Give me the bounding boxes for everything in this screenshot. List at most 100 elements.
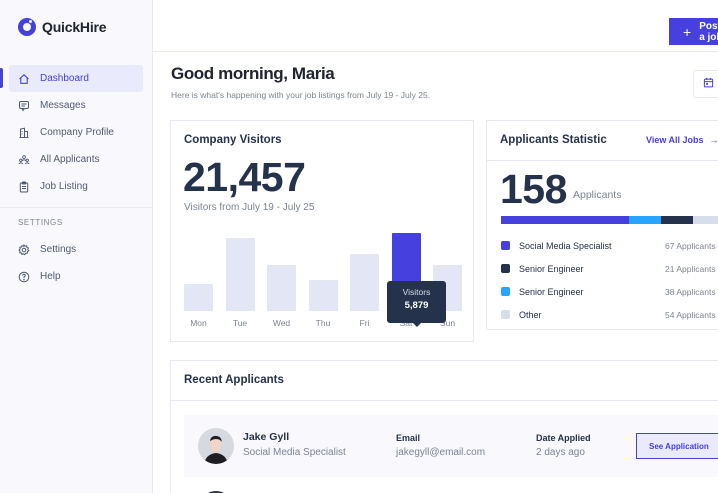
- email-label: Email: [396, 433, 421, 443]
- see-application-button[interactable]: See Application: [636, 433, 718, 459]
- sidebar: QuickHire Dashboard Messages Company Pro…: [0, 0, 153, 493]
- app-name: QuickHire: [42, 19, 107, 35]
- tooltip-value: 5,879: [404, 300, 429, 311]
- recent-applicants-title: Recent Applicants: [184, 374, 284, 386]
- legend-item: Senior Engineer 38 Applicants: [501, 280, 718, 303]
- sidebar-item-label: Job Listing: [40, 181, 88, 192]
- sidebar-nav: Dashboard Messages Company Profile All A…: [0, 65, 152, 290]
- view-all-jobs-label: View All Jobs: [646, 135, 704, 145]
- stack-segment: [629, 216, 661, 224]
- bar-mon[interactable]: Mon: [184, 221, 213, 331]
- recent-applicants-card: Recent Applicants Jake Gyll Social Media…: [170, 360, 718, 493]
- legend-name: Senior Engineer: [519, 286, 584, 297]
- table-row[interactable]: Jake Gyll Social Media Specialist Email …: [184, 415, 718, 477]
- legend-count: 54 Applicants: [665, 309, 716, 320]
- visitors-card-title: Company Visitors: [184, 134, 282, 146]
- bar-rect: [225, 238, 255, 311]
- applicants-card-title: Applicants Statistic: [500, 134, 607, 146]
- bar-label: Tue: [232, 318, 248, 328]
- legend-count: 21 Applicants: [665, 263, 716, 274]
- stack-segment: [693, 216, 718, 224]
- bar-label: Thu: [315, 318, 331, 328]
- sidebar-item-label: Help: [40, 271, 61, 282]
- bar-rect: [350, 254, 379, 311]
- sidebar-item-messages[interactable]: Messages: [9, 92, 143, 119]
- sidebar-item-label: Company Profile: [40, 127, 114, 138]
- legend-count: 67 Applicants: [665, 240, 716, 251]
- chart-tooltip: Visitors 5,879: [387, 281, 446, 327]
- legend-name: Other: [519, 309, 542, 320]
- logo-icon: [18, 18, 36, 36]
- home-icon: [18, 73, 30, 85]
- sidebar-item-all-applicants[interactable]: All Applicants: [9, 146, 143, 173]
- gear-icon: [18, 243, 30, 256]
- help-circle-icon: [18, 271, 30, 283]
- sidebar-divider: [0, 207, 152, 208]
- logo[interactable]: QuickHire: [18, 18, 107, 36]
- legend-name: Social Media Specialist: [519, 240, 612, 251]
- top-bar: [153, 0, 718, 52]
- post-job-label: Post a job: [699, 20, 718, 43]
- legend-swatch: [501, 264, 510, 273]
- bar-fri[interactable]: Fri: [350, 221, 379, 331]
- legend-count: 38 Applicants: [665, 286, 716, 297]
- stack-segment: [501, 216, 629, 224]
- post-job-button[interactable]: + Post a job: [669, 18, 718, 45]
- legend-name: Senior Engineer: [519, 263, 584, 274]
- applicant-email[interactable]: jakegyll@email.com: [396, 447, 486, 458]
- recent-applicants-header: Recent Applicants: [171, 361, 718, 401]
- stack-segment: [661, 216, 693, 224]
- bar-wed[interactable]: Wed: [267, 221, 296, 331]
- sidebar-item-company-profile[interactable]: Company Profile: [9, 119, 143, 146]
- calendar-icon: [703, 75, 714, 93]
- applicants-total: 158: [500, 166, 567, 212]
- sidebar-item-label: Dashboard: [40, 73, 89, 84]
- applicants-statistic-card: Applicants Statistic View All Jobs → 158…: [486, 120, 718, 330]
- applicant-name: Jake Gyll: [243, 431, 290, 443]
- avatar: [198, 428, 234, 464]
- message-icon: [18, 100, 30, 112]
- arrow-right-icon: →: [709, 135, 718, 145]
- sidebar-item-label: All Applicants: [40, 154, 100, 165]
- page-subtitle: Here is what's happening with your job l…: [171, 90, 431, 100]
- plus-icon: +: [683, 23, 692, 40]
- applicants-total-label: Applicants: [573, 189, 622, 201]
- date-applied-value: 2 days ago: [536, 447, 585, 458]
- clipboard-icon: [18, 181, 30, 193]
- bar-label: Mon: [190, 318, 207, 328]
- sidebar-item-help[interactable]: Help: [9, 263, 143, 290]
- bar-rect: [184, 284, 213, 311]
- building-icon: [18, 127, 30, 139]
- date-range-button[interactable]: [693, 70, 718, 98]
- sidebar-item-settings[interactable]: Settings: [9, 236, 143, 263]
- applicants-stacked-bar: [501, 216, 718, 224]
- bar-label: Fri: [359, 318, 370, 328]
- sidebar-item-job-listing[interactable]: Job Listing: [9, 173, 143, 200]
- view-all-jobs-link[interactable]: View All Jobs →: [646, 135, 718, 145]
- bar-thu[interactable]: Thu: [308, 221, 338, 331]
- bar-label: Sun: [439, 318, 456, 328]
- legend-swatch: [501, 287, 510, 296]
- legend-item: Other 54 Applicants: [501, 303, 718, 326]
- legend-swatch: [501, 310, 510, 319]
- page-title: Good morning, Maria: [171, 64, 335, 83]
- applicants-card-header: Applicants Statistic View All Jobs →: [487, 121, 718, 161]
- sidebar-item-dashboard[interactable]: Dashboard: [0, 65, 143, 92]
- visitors-subtitle: Visitors from July 19 - July 25: [184, 202, 315, 213]
- applicants-legend: Social Media Specialist 67 Applicants Seni…: [501, 234, 718, 326]
- date-applied-label: Date Applied: [536, 433, 591, 443]
- sidebar-item-label: Messages: [40, 100, 86, 111]
- legend-item: Social Media Specialist 67 Applicants: [501, 234, 718, 257]
- legend-item: Senior Engineer 21 Applicants: [501, 257, 718, 280]
- bar-label: Wed: [272, 318, 291, 328]
- bar-rect: [267, 265, 296, 311]
- avatar: [198, 491, 234, 493]
- bar-tue[interactable]: Tue: [225, 221, 255, 331]
- visitors-bar-chart: Sun Sat Fri Thu Wed Tue Mon Visitors 5,879: [184, 221, 462, 331]
- bar-rect: [308, 280, 338, 311]
- visitors-total: 21,457: [183, 154, 306, 200]
- applicant-role: Social Media Specialist: [243, 447, 346, 458]
- tooltip-label: Visitors: [402, 287, 431, 297]
- company-visitors-card: Company Visitors 21,457 Visitors from Ju…: [170, 120, 474, 342]
- users-icon: [18, 154, 30, 166]
